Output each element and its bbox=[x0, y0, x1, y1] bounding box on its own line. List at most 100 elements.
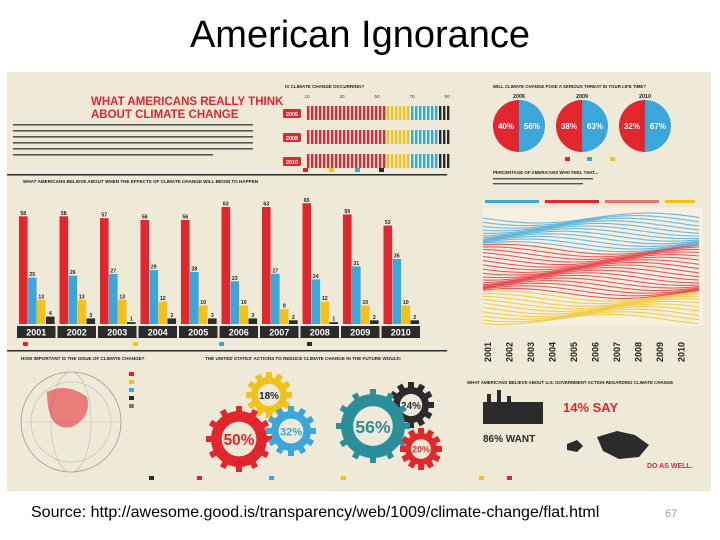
bar-value-label: 53 bbox=[385, 220, 391, 226]
bar-2004-s1 bbox=[149, 270, 159, 324]
bar-value-label: 25 bbox=[29, 272, 35, 278]
threat-pct-yes: 63% bbox=[587, 122, 603, 131]
bar-2002-s0 bbox=[59, 216, 69, 324]
bar-2003-s3 bbox=[127, 322, 136, 324]
bar-2005-s0 bbox=[181, 220, 190, 324]
gear-pct-label: 18% bbox=[259, 391, 279, 402]
occurring-axis-tick: 50 bbox=[374, 94, 380, 99]
bar-2007-s3 bbox=[289, 320, 298, 324]
bar-chart-legend bbox=[23, 342, 312, 346]
threat-year-label: 2009 bbox=[576, 94, 588, 100]
bar-value-label: 23 bbox=[232, 276, 238, 282]
threat-years: 2006 2009 2010 bbox=[513, 94, 651, 100]
map-icon bbox=[567, 431, 649, 459]
gear-pct-label: 32% bbox=[280, 426, 302, 438]
bar-value-label: 10 bbox=[200, 300, 206, 306]
bar-2004-s2 bbox=[158, 301, 168, 324]
bar-value-label: 65 bbox=[304, 198, 310, 204]
bar-value-label: 10 bbox=[403, 300, 409, 306]
bar-value-label: 58 bbox=[61, 211, 67, 217]
bar-year-label: 2007 bbox=[269, 328, 289, 338]
bar-value-label: 3 bbox=[211, 313, 214, 319]
slide-title: American Ignorance bbox=[189, 14, 531, 56]
percentage-wave-chart bbox=[482, 208, 703, 326]
bar-2003-s1 bbox=[109, 273, 118, 324]
bar-2010-s3 bbox=[410, 320, 420, 324]
bar-2010-s1 bbox=[392, 259, 402, 324]
bar-value-label: 4 bbox=[49, 311, 52, 317]
wave-year-label: 2006 bbox=[591, 342, 601, 362]
wave-year-label: 2005 bbox=[569, 342, 579, 362]
chart-title: WHAT AMERICANS BELIEVE ABOUT WHEN THE EF… bbox=[23, 179, 259, 184]
threat-year-label: 2010 bbox=[639, 94, 651, 100]
bar-value-label: 1 bbox=[130, 317, 133, 323]
occurring-legend bbox=[303, 168, 384, 172]
bar-2003-s2 bbox=[118, 299, 127, 324]
globe-graphic bbox=[20, 371, 122, 473]
bar-value-label: 56 bbox=[142, 215, 148, 221]
gear-pct-label: 56% bbox=[355, 417, 391, 437]
occurring-axis-tick: 70 bbox=[409, 94, 415, 99]
threat-pct-yes: 67% bbox=[650, 122, 666, 131]
bar-value-label: 10 bbox=[362, 300, 368, 306]
threat-legend bbox=[565, 157, 615, 161]
bar-value-label: 2 bbox=[413, 315, 416, 321]
bar-value-label: 13 bbox=[119, 294, 125, 300]
bar-value-label: 12 bbox=[160, 296, 166, 302]
gears-graphic: 18% 24% 50% 32% 56% 20% bbox=[206, 372, 442, 472]
bar-2001-s2 bbox=[37, 299, 46, 324]
threat-year-label: 2006 bbox=[513, 94, 525, 100]
q-important: HOW IMPORTANT IS THE ISSUE OF CLIMATE CH… bbox=[21, 356, 145, 361]
bar-chart-year-labels: 2001 2002 2003 2004 2005 2006 2007 2008 2009 2010 bbox=[17, 326, 420, 338]
bar-value-label: 59 bbox=[344, 209, 350, 215]
year-plate bbox=[300, 326, 339, 338]
bar-value-label: 1 bbox=[332, 317, 335, 323]
threat-pct-yes: 56% bbox=[524, 122, 540, 131]
bar-value-label: 63 bbox=[223, 202, 229, 208]
threat-pies: 40% 56% 38% 63% 32% 67% bbox=[493, 100, 671, 152]
occurring-year-label: 2008 bbox=[286, 136, 298, 142]
wave-year-label: 2010 bbox=[677, 342, 687, 362]
wave-year-label: 2004 bbox=[548, 342, 558, 362]
bar-2010-s2 bbox=[401, 305, 411, 324]
threat-pct-no: 40% bbox=[498, 122, 514, 131]
source-citation[interactable]: Source: http://awesome.good.is/transpare… bbox=[31, 504, 600, 521]
when-effects-bar-chart: 5825134582613357271315629123562810363231… bbox=[19, 198, 420, 324]
bar-value-label: 10 bbox=[241, 300, 247, 306]
important-legend bbox=[129, 372, 134, 408]
do-as-well-label: DO AS WELL. bbox=[647, 463, 693, 470]
q-reduce: THE UNITED STATES' ACTIONS TO REDUCE CLI… bbox=[205, 356, 402, 361]
bar-value-label: 2 bbox=[373, 315, 376, 321]
bar-2001-s0 bbox=[19, 216, 28, 324]
bar-value-label: 29 bbox=[151, 265, 157, 271]
year-plate bbox=[381, 326, 420, 338]
occurring-rows: 2006 2008 2010 bbox=[283, 106, 450, 168]
wave-year-label: 2002 bbox=[505, 342, 515, 362]
bar-2004-s0 bbox=[140, 220, 150, 324]
bar-value-label: 8 bbox=[283, 304, 286, 310]
occurring-axis-tick: 10 bbox=[304, 94, 310, 99]
bar-value-label: 3 bbox=[251, 313, 254, 319]
year-plate bbox=[179, 326, 218, 338]
headline-paragraph bbox=[13, 124, 253, 156]
bar-2008-s1 bbox=[311, 279, 321, 324]
bottom-legend bbox=[149, 476, 512, 480]
bar-value-label: 27 bbox=[110, 268, 116, 274]
bar-value-label: 58 bbox=[20, 211, 26, 217]
infographic-poster: WHAT AMERICANS REALLY THINK ABOUT CLIMAT… bbox=[7, 72, 711, 491]
occurring-year-label: 2006 bbox=[286, 112, 298, 118]
bar-2005-s3 bbox=[208, 318, 217, 324]
bar-2007-s2 bbox=[280, 309, 289, 324]
bar-2001-s3 bbox=[46, 316, 55, 324]
bar-year-label: 2001 bbox=[26, 328, 46, 338]
bar-2005-s1 bbox=[190, 272, 199, 324]
bar-value-label: 56 bbox=[182, 215, 188, 221]
bar-2009-s3 bbox=[370, 320, 379, 324]
bar-value-label: 24 bbox=[313, 274, 319, 280]
wave-year-label: 2003 bbox=[526, 342, 536, 362]
headline-line-1: WHAT AMERICANS REALLY THINK bbox=[91, 96, 284, 108]
bar-2006-s2 bbox=[239, 305, 249, 324]
year-plate bbox=[341, 326, 380, 338]
occurring-axis-tick: 90 bbox=[444, 94, 450, 99]
q-percentage: PERCENTAGE OF AMERICANS WHO FEEL THAT... bbox=[493, 170, 598, 175]
